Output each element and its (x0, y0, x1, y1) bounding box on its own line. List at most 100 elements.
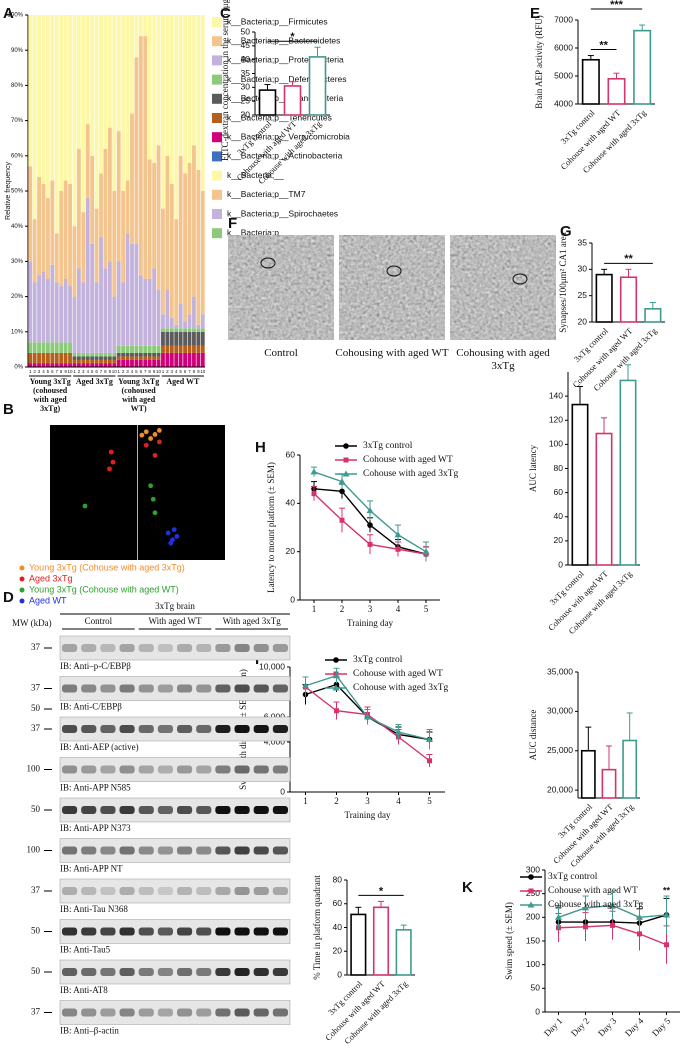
blot-group-label: Control (85, 616, 113, 626)
bar-segment (152, 162, 157, 269)
bar-segment (46, 352, 50, 364)
y-tick-label: 200 (526, 912, 540, 922)
bar-segment (37, 15, 41, 177)
x-tick-label: 8 (60, 369, 63, 374)
group-label-box: Aged WT (166, 377, 199, 386)
blot-band (253, 765, 269, 774)
x-tick-label: 7 (56, 369, 59, 374)
y-tick-label: 0% (14, 365, 23, 371)
panel-label: B (3, 401, 14, 418)
bar-segment (116, 352, 121, 357)
blot-strip (59, 919, 291, 944)
bar-segment (125, 15, 130, 181)
bar-segment (99, 236, 103, 353)
em-label-box: Control (264, 347, 298, 359)
panel-label: C (220, 5, 231, 22)
panel-label: F (228, 215, 237, 232)
x-tick-label: 10 (68, 369, 74, 374)
bar-segment (116, 345, 121, 353)
legend-swatch (212, 17, 222, 27)
blot-band (81, 846, 97, 855)
significance-label: * (379, 885, 384, 897)
bar-segment (138, 275, 143, 346)
x-tick-label: 5 (91, 369, 94, 374)
blot-strip (59, 635, 291, 661)
bar-segment (178, 352, 183, 367)
bar-segment (68, 342, 72, 353)
x-tick-label: 4 (86, 369, 89, 374)
blot-band (215, 887, 231, 895)
bar-segment (125, 352, 130, 357)
bar-segment (143, 279, 148, 346)
x-tick-label: 6 (184, 369, 187, 374)
blot-group-label: With aged WT (149, 616, 202, 626)
panel-label: E (530, 5, 540, 22)
blot-band (100, 644, 116, 652)
bar-segment (161, 208, 165, 315)
y-tick-label: 60 (333, 898, 343, 908)
bar-segment (116, 356, 121, 360)
bar-segment (165, 289, 170, 329)
bar-segment (147, 359, 152, 367)
error-bar (314, 46, 321, 57)
point (143, 442, 149, 448)
x-tick-label: 10 (200, 369, 206, 374)
legend-swatch (212, 74, 222, 85)
bar-segment (134, 345, 139, 353)
bar-segment (165, 155, 170, 290)
bar-segment (59, 363, 64, 367)
point (342, 470, 350, 477)
bar (580, 749, 596, 799)
bar (595, 432, 613, 566)
bar-segment (32, 352, 37, 364)
blot-group-label: With aged 3xTg (223, 616, 282, 626)
bar-segment (174, 345, 179, 353)
blot-band (272, 887, 288, 895)
error-bar (577, 385, 583, 405)
group-label: Young 3xTg (cohoused with aged 3xTg) (29, 377, 71, 413)
point (334, 708, 339, 714)
bar-segment (72, 359, 77, 364)
bar-segment (174, 328, 179, 332)
blot-label: IB: Anti-C/EBPβ (60, 702, 122, 712)
bar-segment (138, 36, 143, 276)
legend-swatch (19, 598, 25, 604)
bar-segment (125, 180, 130, 234)
y-tick-label: 70% (11, 118, 24, 124)
bar-segment (85, 359, 90, 364)
blot-strip (59, 959, 291, 985)
bar (308, 56, 327, 116)
y-tick-label: 30,000 (547, 706, 573, 716)
bar-segment (200, 314, 205, 329)
panel-label: H (255, 439, 266, 456)
error-bar (649, 302, 656, 309)
y-tick-label: 40 (241, 54, 251, 64)
bar-segment (152, 15, 157, 163)
blot-band (253, 846, 269, 855)
bar-segment (196, 352, 201, 367)
bar-segment (85, 356, 90, 360)
bar-segment (68, 363, 72, 367)
point (582, 904, 589, 911)
bar-segment (63, 279, 68, 343)
point (528, 888, 534, 894)
blot-band (138, 684, 154, 693)
x-tick-label: 6 (51, 369, 54, 374)
legend-swatch (212, 209, 222, 219)
blot-band (215, 968, 231, 976)
blot-band (253, 806, 269, 814)
bar-segment (183, 345, 187, 353)
x-tick-label: 5 (135, 369, 138, 374)
y-tick-label: 10% (11, 329, 24, 335)
blot-band (62, 684, 78, 693)
bar-segment (54, 15, 59, 234)
bar-segment (76, 352, 81, 357)
error-bar (289, 81, 296, 86)
bar-segment (147, 356, 152, 360)
bar-segment (130, 352, 134, 357)
bar-segment (161, 328, 165, 332)
bar-segment (37, 275, 41, 343)
bar-segment (112, 15, 117, 191)
error-bar (585, 726, 592, 751)
bar-segment (107, 127, 112, 262)
